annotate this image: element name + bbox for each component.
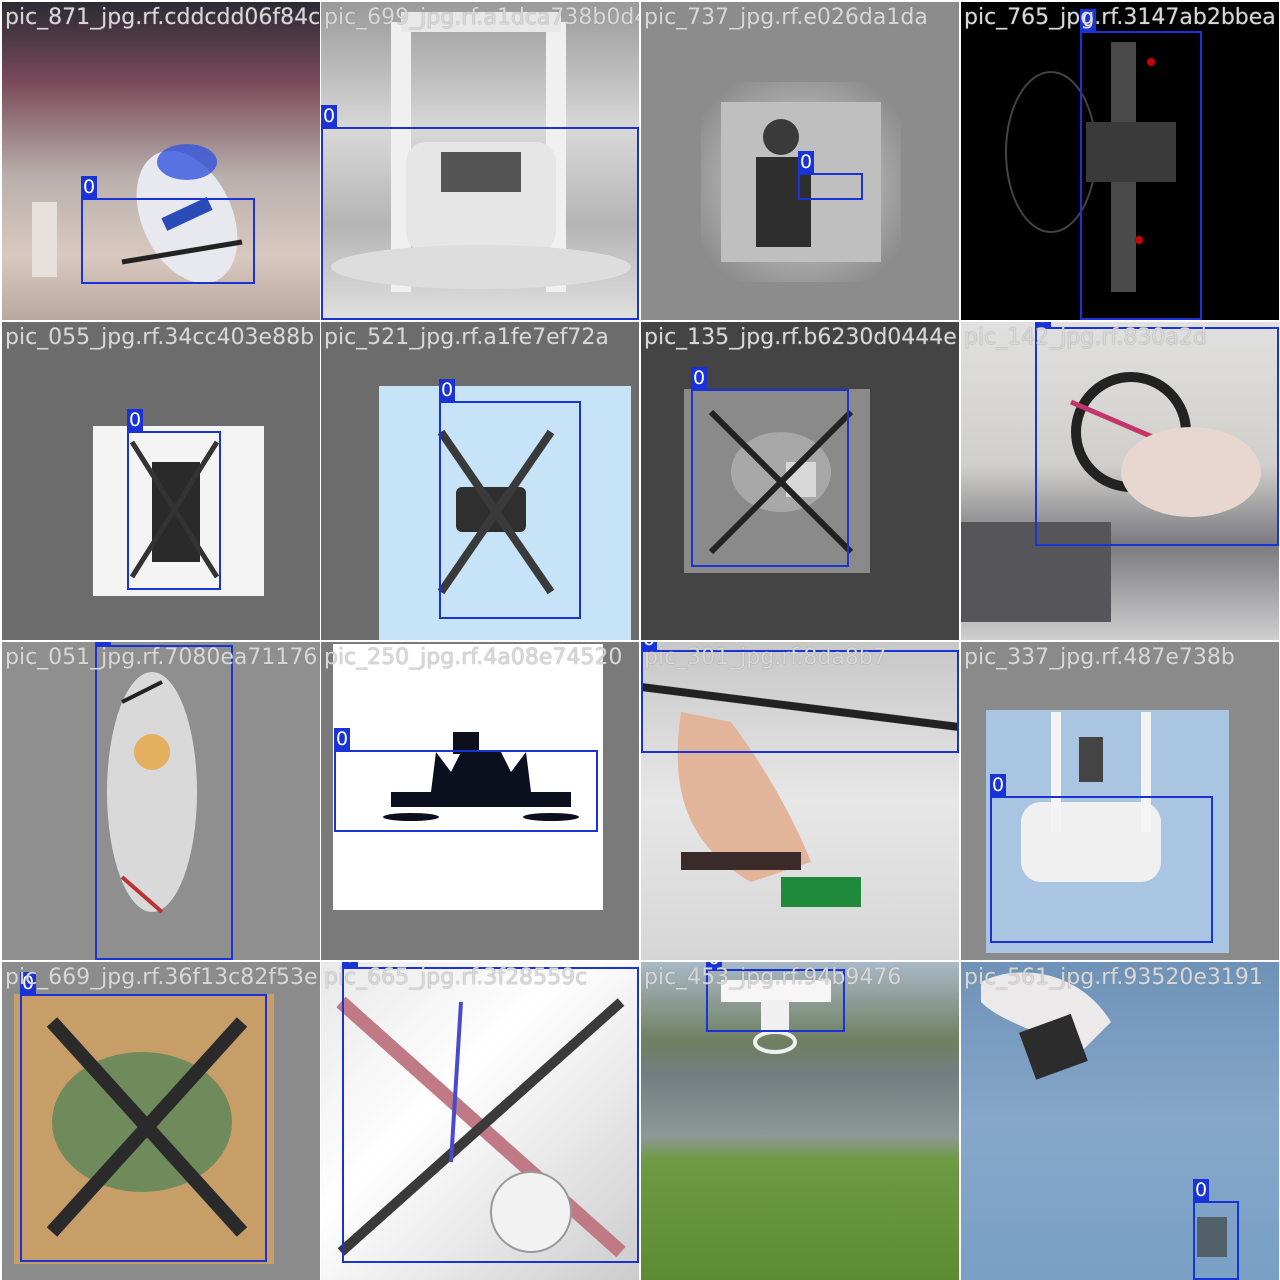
tile-label: pic_135_jpg.rf.b6230d0444e: [644, 325, 957, 350]
tile-label: pic_337_jpg.rf.487e738b: [964, 645, 1235, 670]
tile-7: pic_135_jpg.rf.b6230d0444e 0: [641, 322, 959, 640]
detection-box: 0: [1035, 322, 1279, 546]
tile-9: pic_051_jpg.rf.7080ea71176 0: [2, 642, 320, 960]
class-tag: 0: [990, 774, 1007, 796]
detection-box: 0: [706, 962, 845, 1032]
drone-over-lake-picture: [721, 980, 831, 1054]
tile-label: pic_453_jpg.rf.94b9476: [644, 965, 902, 990]
tile-label: pic_737_jpg.rf.e026da1da: [644, 5, 928, 30]
tile-label: pic_561_jpg.rf.93520e3191: [964, 965, 1263, 990]
tile-10: pic_250_jpg.rf.4a08e74520 0: [321, 642, 639, 960]
hand-holding-drone-picture: [641, 683, 959, 907]
tile-label: pic_055_jpg.rf.34cc403e88b: [5, 325, 315, 350]
drone-picture: [331, 12, 631, 292]
class-tag: 0: [81, 176, 98, 198]
tile-5: pic_055_jpg.rf.34cc403e88b 0: [2, 322, 320, 640]
detection-box: 0: [439, 379, 581, 619]
tile-6: pic_521_jpg.rf.a1fe7ef72a 0: [321, 322, 639, 640]
tile-label: pic_521_jpg.rf.a1fe7ef72a: [324, 325, 609, 350]
tile-15: pic_453_jpg.rf.94b9476 0: [641, 962, 959, 1280]
drone-picture: [684, 389, 870, 573]
sky-drone-picture: [981, 972, 1227, 1257]
tile-label: pic_142_jpg.rf.830a2d: [964, 325, 1207, 350]
tile-label: pic_051_jpg.rf.7080ea71176: [5, 645, 318, 670]
detection-box: 0: [95, 642, 233, 960]
drone-frame-picture: [336, 996, 626, 1258]
tile-11: pic_301_jpg.rf.8da8b7 0: [641, 642, 959, 960]
detection-box: 0: [798, 151, 863, 200]
tile-label: pic_871_jpg.rf.cddcdd06f84c: [5, 5, 320, 30]
tile-13: pic_669_jpg.rf.36f13c82f53e 0: [2, 962, 320, 1280]
detection-box: 0: [321, 105, 639, 320]
tile-14: pic_665_jpg.rf.3f28559c 0: [321, 962, 639, 1280]
detection-box: 0: [1080, 9, 1202, 320]
class-tag: 0: [1080, 9, 1097, 31]
drone-picture: [107, 672, 197, 914]
tile-label: pic_669_jpg.rf.36f13c82f53e: [5, 965, 318, 990]
tile-12: pic_337_jpg.rf.487e738b 0: [961, 642, 1279, 960]
class-tag: 0: [127, 409, 144, 431]
class-tag: 0: [321, 105, 338, 127]
class-tag: 0: [20, 972, 37, 994]
tile-8: pic_142_jpg.rf.830a2d 0: [961, 322, 1279, 640]
person-with-drone-picture: [701, 82, 901, 282]
tile-16: pic_561_jpg.rf.93520e3191 0: [961, 962, 1279, 1280]
class-tag: 0: [334, 728, 351, 750]
class-tag: 0: [798, 151, 815, 173]
tile-1: pic_871_jpg.rf.cddcdd06f84c 0: [2, 2, 320, 320]
tile-label: pic_665_jpg.rf.3f28559c: [324, 965, 588, 990]
class-tag: 0: [691, 367, 708, 389]
detection-box: 0: [127, 409, 221, 590]
tile-label: pic_301_jpg.rf.8da8b7: [644, 645, 887, 670]
tile-4: pic_765_jpg.rf.3147ab2bbea 0: [961, 2, 1279, 320]
class-tag: 0: [95, 642, 112, 645]
class-tag: 0: [439, 379, 456, 401]
class-tag: 0: [1035, 322, 1052, 327]
tile-label: pic_765_jpg.rf.3147ab2bbea: [964, 5, 1276, 30]
tile-label: pic_250_jpg.rf.4a08e74520: [324, 645, 623, 670]
drone-picture: [986, 710, 1229, 953]
detection-box: 0: [641, 642, 959, 753]
class-tag: 0: [706, 962, 723, 969]
detection-box: 0: [342, 962, 639, 1263]
drone-picture: [1005, 42, 1176, 292]
tile-label: pic_699_jpg.rf.a1dca738b0d4: [324, 5, 639, 30]
tile-image: [641, 962, 959, 1280]
detection-box: 0: [81, 176, 255, 284]
class-tag: 0: [1193, 1179, 1210, 1201]
robot-drone-picture: [32, 144, 243, 284]
tile-2: pic_699_jpg.rf.a1dca738b0d4 0: [321, 2, 639, 320]
detection-box: 0: [691, 367, 849, 567]
class-tag: 0: [342, 962, 359, 967]
class-tag: 0: [641, 642, 658, 650]
detection-box: 0: [990, 774, 1213, 943]
drone-picture: [93, 426, 264, 596]
detection-box: 0: [334, 728, 598, 832]
tile-3: pic_737_jpg.rf.e026da1da 0: [641, 2, 959, 320]
detection-box: 0: [1193, 1179, 1239, 1280]
detection-box: 0: [20, 972, 267, 1262]
camo-drone-picture: [14, 994, 274, 1264]
drone-silhouette-picture: [333, 644, 603, 910]
drone-picture: [379, 386, 631, 640]
